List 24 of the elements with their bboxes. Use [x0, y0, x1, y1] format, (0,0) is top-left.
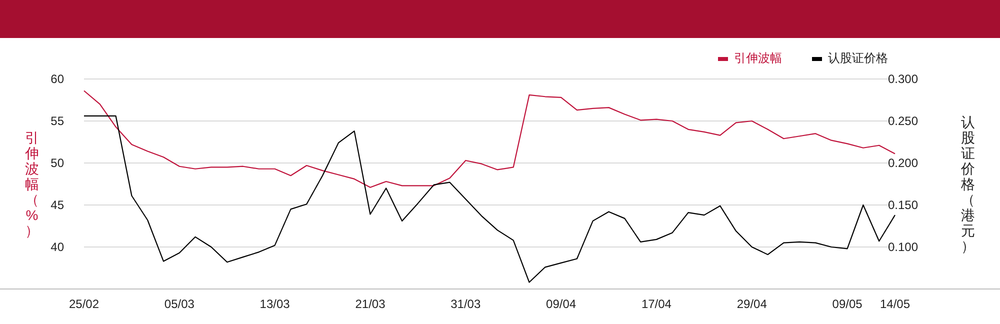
x-tick-label: 05/03 — [164, 297, 195, 311]
x-tick-label: 09/05 — [832, 297, 863, 311]
y-tick-label: 45 — [50, 198, 64, 212]
y-tick-label: 60 — [50, 72, 64, 86]
y-tick-label: 55 — [50, 114, 64, 128]
y2-tick-label: 0.150 — [888, 198, 918, 212]
x-tick-label: 31/03 — [450, 297, 481, 311]
y2-tick-label: 0.250 — [888, 114, 918, 128]
x-tick-label: 13/03 — [260, 297, 290, 311]
x-tick-label: 14/05 — [880, 297, 910, 311]
legend-label: 认股证价格 — [828, 51, 888, 65]
text: 认股证价格（港元） — [961, 114, 975, 254]
y-tick-label: 50 — [50, 156, 64, 170]
x-tick-label: 17/04 — [641, 297, 672, 311]
x-tick-label: 09/04 — [546, 297, 576, 311]
y-tick-label: 40 — [50, 240, 64, 254]
y2-tick-label: 0.100 — [888, 240, 918, 254]
x-tick-label: 21/03 — [355, 297, 386, 311]
y2-tick-label: 0.200 — [888, 156, 918, 170]
y-axis-title: 引伸波幅（%） — [24, 130, 39, 238]
legend-label: 引伸波幅 — [734, 51, 782, 65]
x-tick-label: 29/04 — [736, 297, 768, 311]
y2-tick-label: 0.300 — [888, 72, 918, 86]
x-tick-label: 25/02 — [68, 297, 100, 311]
